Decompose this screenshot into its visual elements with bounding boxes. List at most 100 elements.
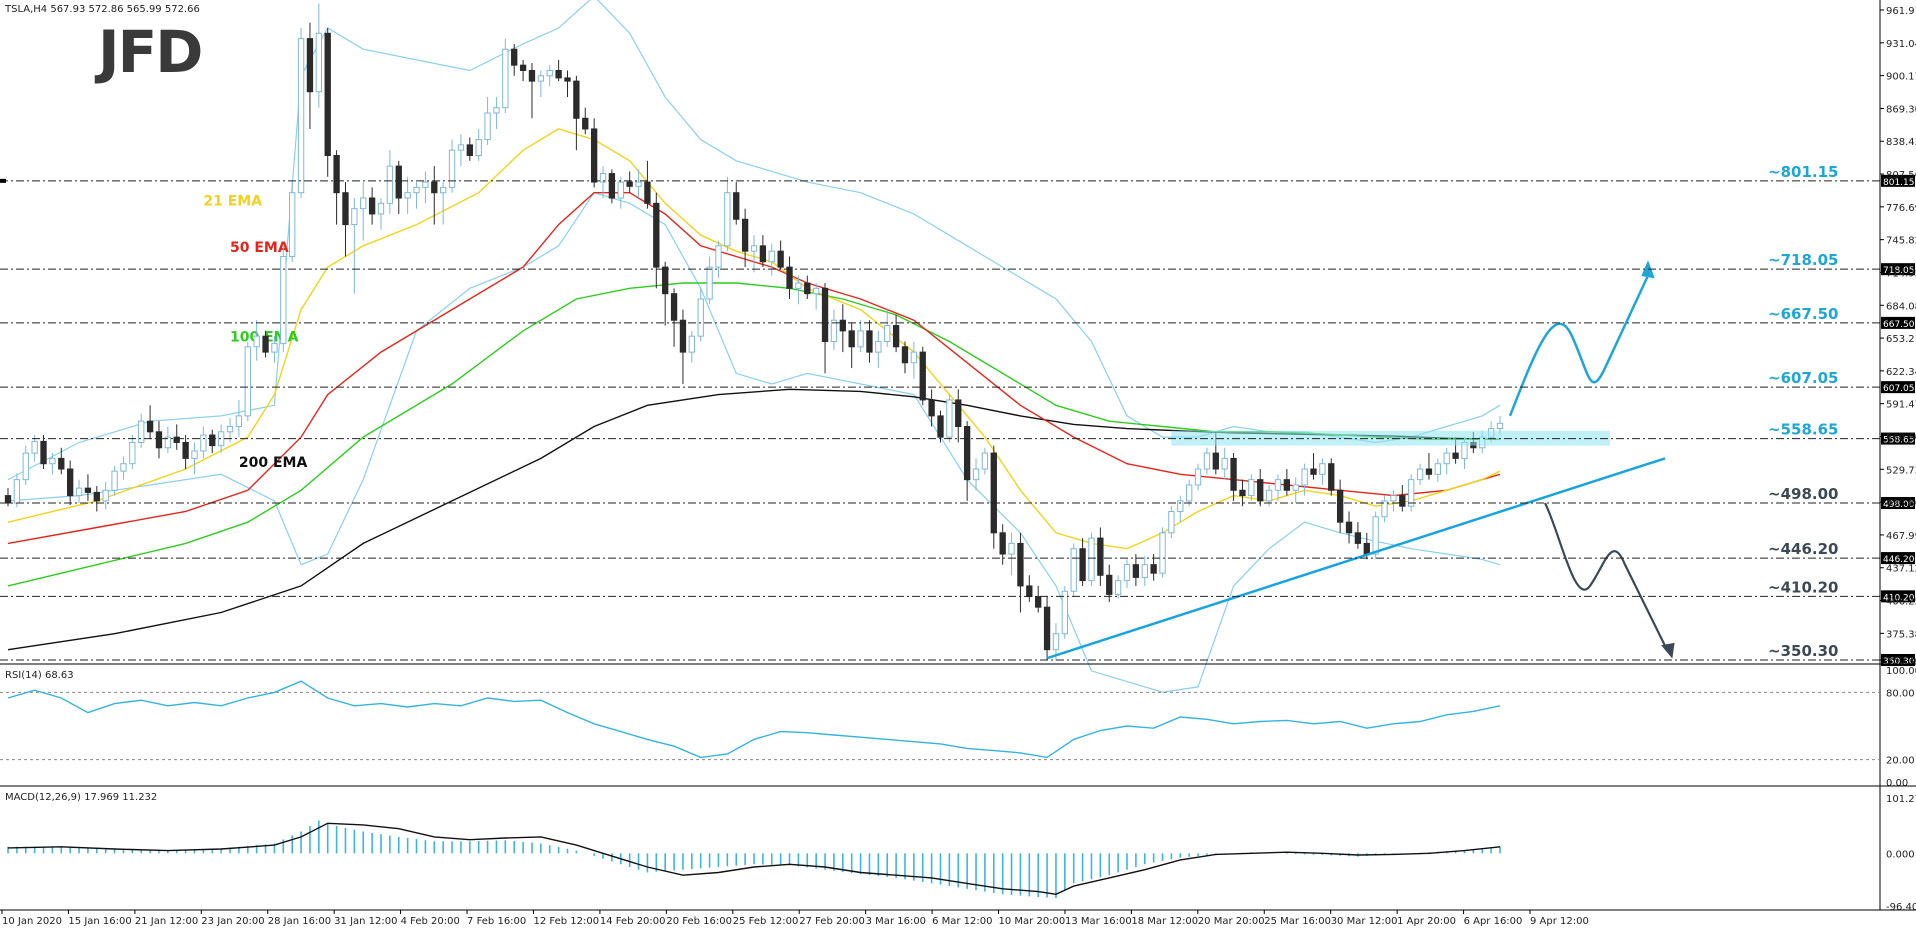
candle-bull bbox=[617, 181, 624, 199]
candle-bear bbox=[608, 173, 616, 199]
level-price-tag bbox=[1881, 432, 1915, 445]
candle-bear bbox=[58, 457, 65, 470]
candle-bull bbox=[635, 181, 642, 187]
candle-bear bbox=[928, 399, 935, 417]
price-tick-label: 350.30 bbox=[1886, 656, 1916, 667]
candle-bull bbox=[1159, 532, 1166, 574]
rsi-line bbox=[7, 680, 1501, 759]
candle-bull bbox=[546, 69, 553, 77]
level-label: ~667.50 bbox=[1768, 305, 1838, 323]
candle-bull bbox=[1496, 422, 1504, 430]
rsi-tick-label: 100.00 bbox=[1886, 666, 1916, 677]
candle-bear bbox=[653, 202, 660, 268]
candle-bear bbox=[1310, 468, 1317, 475]
price-tick-label: 622.34 bbox=[1886, 367, 1916, 378]
time-tick-label: 27 Feb 20:00 bbox=[799, 916, 865, 927]
candle-bull bbox=[813, 287, 820, 295]
candle-bull bbox=[688, 335, 695, 353]
candle-bear bbox=[324, 32, 331, 157]
candle-bear bbox=[519, 64, 527, 71]
level-price-tag-text: 350.30 bbox=[1883, 657, 1915, 667]
candle-bear bbox=[1097, 537, 1104, 576]
macd-signal-line bbox=[7, 822, 1501, 896]
level-label: ~498.00 bbox=[1768, 485, 1838, 503]
candle-bull bbox=[1114, 580, 1122, 595]
rsi-tick-label: 0.00 bbox=[1886, 778, 1908, 789]
time-tick-label: 20 Mar 20:00 bbox=[1198, 916, 1265, 927]
candle-bear bbox=[431, 181, 438, 194]
candle-bull bbox=[1274, 479, 1282, 491]
candle-bear bbox=[644, 181, 651, 204]
candle-bear bbox=[1230, 457, 1237, 491]
candle-bull bbox=[244, 346, 251, 417]
time-tick-label: 6 Mar 12:00 bbox=[932, 916, 992, 927]
candle-bear bbox=[1425, 468, 1433, 475]
candle-bear bbox=[395, 165, 402, 199]
candle-bull bbox=[875, 340, 882, 353]
candle-bull bbox=[1381, 500, 1388, 518]
candle-bull bbox=[1221, 457, 1228, 470]
time-tick-label: 13 Mar 16:00 bbox=[1065, 916, 1132, 927]
candle-bear bbox=[1079, 548, 1086, 582]
time-tick-label: 6 Apr 16:00 bbox=[1464, 916, 1523, 927]
candle-bear bbox=[1399, 495, 1406, 507]
candle-bear bbox=[741, 218, 749, 252]
candle-bear bbox=[146, 420, 154, 433]
candle-bull bbox=[1292, 484, 1299, 491]
candle-bear bbox=[173, 436, 180, 443]
candle-bull bbox=[1052, 633, 1060, 651]
time-tick-label: 25 Feb 12:00 bbox=[733, 916, 799, 927]
candle-bear bbox=[733, 192, 740, 220]
level-price-tag bbox=[1881, 654, 1915, 666]
price-tick-label: 900.17 bbox=[1886, 72, 1916, 83]
macd-tick-label: 0.000 bbox=[1886, 849, 1915, 860]
time-tick-label: 20 Feb 16:00 bbox=[666, 916, 732, 927]
level-price-tag-text: 718.05 bbox=[1883, 266, 1915, 276]
candle-bull bbox=[138, 420, 145, 443]
ema21-line bbox=[7, 128, 1501, 550]
candle-bull bbox=[413, 186, 420, 194]
price-tick-label: 684.08 bbox=[1886, 301, 1916, 312]
candle-bull bbox=[1008, 542, 1015, 555]
time-tick-label: 15 Jan 16:00 bbox=[68, 916, 131, 927]
level-label: ~801.15 bbox=[1768, 163, 1838, 181]
candle-bull bbox=[315, 32, 322, 93]
chart-header: TSLA,H4 567.93 572.86 565.99 572.66 bbox=[4, 4, 200, 15]
level-label: ~350.30 bbox=[1768, 642, 1838, 660]
price-tick-label: 961.91 bbox=[1886, 6, 1916, 17]
price-tick-label: 869.30 bbox=[1886, 104, 1916, 115]
candle-bear bbox=[919, 351, 926, 401]
candle-bull bbox=[1408, 479, 1415, 507]
candle-bear bbox=[1132, 564, 1140, 578]
level-label: ~607.05 bbox=[1768, 369, 1838, 387]
candle-bull bbox=[1088, 537, 1095, 582]
candle-bear bbox=[182, 441, 189, 459]
price-tick-label: 375.38 bbox=[1886, 629, 1916, 640]
candle-bull bbox=[768, 250, 775, 263]
candle-bull bbox=[715, 245, 722, 268]
ema50-label: 50 EMA bbox=[230, 240, 289, 256]
candle-bull bbox=[1141, 564, 1148, 578]
candle-bear bbox=[4, 495, 12, 504]
candle-bear bbox=[999, 532, 1006, 555]
price-tick-label: 838.43 bbox=[1886, 137, 1916, 148]
candle-bull bbox=[191, 450, 198, 459]
time-tick-label: 10 Jan 2020 bbox=[2, 916, 62, 927]
candle-bear bbox=[892, 325, 900, 348]
candle-bull bbox=[404, 192, 411, 199]
time-tick-label: 12 Feb 12:00 bbox=[533, 916, 599, 927]
candle-bear bbox=[1150, 564, 1157, 574]
candle-bear bbox=[1283, 479, 1291, 491]
candle-bull bbox=[1186, 484, 1193, 502]
candle-bull bbox=[102, 489, 109, 502]
level-price-tag bbox=[1881, 497, 1915, 510]
price-tick-label: 467.99 bbox=[1886, 531, 1916, 542]
candle-bear bbox=[466, 144, 473, 157]
candle-bear bbox=[937, 415, 944, 438]
price-tick-label: 807.56 bbox=[1886, 170, 1916, 181]
candle-bull bbox=[1177, 500, 1184, 513]
candle-bull bbox=[226, 426, 234, 433]
candle-bull bbox=[386, 165, 394, 204]
price-tick-label: 560.60 bbox=[1886, 432, 1916, 443]
time-tick-label: 4 Feb 20:00 bbox=[401, 916, 460, 927]
